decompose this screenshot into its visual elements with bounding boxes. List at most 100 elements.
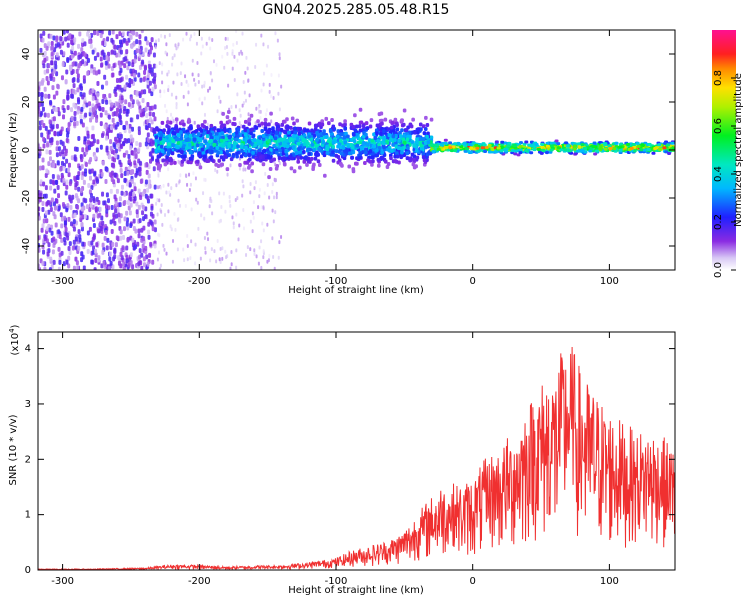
spectrogram-cell [227,83,230,88]
spectrogram-cell [113,44,117,50]
spectrogram-cell [411,162,416,167]
spectrogram-cell [264,171,267,176]
spectrogram-cell [55,198,59,204]
spectrogram-cell [328,137,332,142]
spectrogram-cell [54,60,58,66]
spectrogram-cell [278,240,281,245]
spectrogram-cell [266,130,271,135]
spectrogram-cell [172,239,175,244]
spectrogram-cell [63,145,67,151]
spectrogram-cell [127,102,131,108]
spectrogram-cell [59,212,63,218]
spectrogram-cell [143,262,147,268]
spectrogram-cell [98,212,102,218]
spectrogram-cell [500,140,505,144]
spectrogram-cell [46,200,50,206]
spectrogram-cell [67,255,71,261]
spectrogram-cell [209,138,214,143]
spectrogram-cell [62,114,66,120]
spectrogram-cell [343,119,347,124]
spectrogram-cell [118,202,122,208]
spectrogram-cell [382,129,386,134]
spectrogram-cell [113,172,117,178]
spectrogram-cell [440,143,445,147]
spectrogram-cell [418,122,423,127]
spectrogram-cell [241,124,246,129]
spectrogram-cell [44,172,48,178]
spectrogram-cell [379,111,384,116]
spectrogram-cell [635,142,640,146]
spectrogram-cell [40,227,44,233]
spectrogram-cell [272,157,277,162]
spectrogram-cell [109,188,113,194]
spectrogram-cell [70,155,74,161]
spectrogram-cell [190,207,193,212]
spectrogram-cell [209,145,214,150]
spectrogram-cell [482,143,487,147]
spectrogram-cell [345,151,349,156]
spectrogram-cell [98,30,102,34]
spectrogram-cell [84,112,88,118]
spectrogram-cell [193,120,196,125]
spectrogram-cell [259,109,262,114]
spectrogram-cell [226,51,229,56]
spectrogram-cell [158,136,163,141]
spectrogram-cell [402,140,407,145]
spectrogram-cell [277,73,280,78]
x-tick-label: 0 [470,276,476,287]
spectrogram-cell [422,131,427,136]
spectrogram-cell [195,41,198,46]
spectrogram-cell [120,190,124,196]
spectrogram-cell [143,89,147,95]
spectrogram-cell [53,214,57,220]
spectrogram-cell [65,259,69,265]
spectrogram-cell [375,153,380,158]
spectrogram-cell [197,73,200,78]
spectrogram-cell [415,140,419,145]
spectrogram-cell [130,43,134,49]
spectrogram-cell [135,31,139,37]
spectrogram-cell [274,210,277,215]
spectrogram-cell [187,142,192,147]
spectrogram-cell [138,34,142,40]
spectrogram-cell [110,177,114,183]
spectrogram-cell [144,245,148,251]
spectrogram-cell [199,256,202,261]
spectrogram-cell [196,159,200,164]
spectrogram-cell [105,99,109,105]
spectrogram-cell [96,80,100,86]
spectrogram-cell [76,109,80,115]
spectrogram-cell [57,246,61,252]
spectrogram-cell [41,200,45,206]
spectrogram-cell [361,123,366,128]
spectrogram-cell [38,146,42,152]
spectrogram-cell [593,152,598,156]
spectrogram-cell [168,120,173,125]
spectrogram-cell [101,160,105,166]
spectrogram-cell [133,196,137,202]
spectrogram-cell [128,123,132,129]
spectrogram-cell [45,149,49,155]
x-tick-label: -200 [188,576,211,587]
x-tick-label: 0 [470,576,476,587]
spectrogram-cell [282,129,287,134]
spectrogram-cell [70,115,74,121]
spectrogram-cell [125,181,129,187]
spectrogram-cell [107,63,111,69]
spectrogram-cell [188,156,193,161]
spectrogram-cell [70,53,74,59]
spectrogram-cell [138,39,142,45]
spectrogram-cell [302,159,307,164]
spectrogram-cell [414,148,419,153]
spectrogram-cell [532,148,537,152]
spectrogram-cell [272,95,275,100]
x-tick-label: -100 [325,576,348,587]
spectrogram-cell [260,88,263,93]
spectrogram-cell [194,261,197,266]
spectrogram-cell [41,165,45,171]
spectrogram-cell [126,65,130,71]
spectrogram-cell [371,144,376,149]
spectrogram-cell [228,195,231,200]
spectrogram-cell [129,191,133,197]
spectrogram-cell [41,106,45,112]
